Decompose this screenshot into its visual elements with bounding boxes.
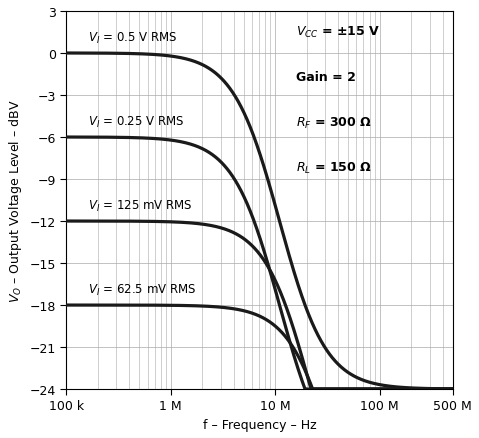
Text: $R_F$ = 300 Ω: $R_F$ = 300 Ω	[296, 116, 372, 131]
Text: $V_I$ = 125 mV RMS: $V_I$ = 125 mV RMS	[88, 198, 192, 213]
Text: $V_I$ = 0.5 V RMS: $V_I$ = 0.5 V RMS	[88, 30, 177, 46]
Text: $V_I$ = 0.25 V RMS: $V_I$ = 0.25 V RMS	[88, 114, 184, 129]
Y-axis label: $V_O$ – Output Voltage Level – dBV: $V_O$ – Output Voltage Level – dBV	[7, 99, 24, 302]
Text: Gain = 2: Gain = 2	[296, 71, 356, 83]
Text: $V_{CC}$ = ±15 V: $V_{CC}$ = ±15 V	[296, 25, 380, 40]
X-axis label: f – Frequency – Hz: f – Frequency – Hz	[203, 418, 316, 431]
Text: $R_L$ = 150 Ω: $R_L$ = 150 Ω	[296, 161, 372, 176]
Text: $V_I$ = 62.5 mV RMS: $V_I$ = 62.5 mV RMS	[88, 282, 196, 297]
